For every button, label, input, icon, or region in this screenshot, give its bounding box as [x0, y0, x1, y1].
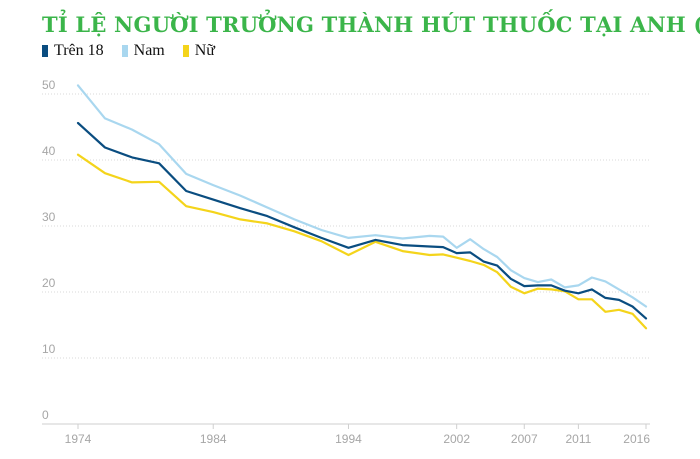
legend-label-nam: Nam [133, 42, 165, 59]
legend-label-nu: Nữ [194, 42, 215, 59]
x-tick-label: 1994 [335, 432, 362, 446]
legend-swatch-nam [121, 45, 128, 57]
y-tick-label: 40 [42, 144, 56, 158]
legend-swatch-nu [182, 45, 189, 57]
y-tick-label: 20 [42, 276, 56, 290]
series-line-0 [76, 121, 648, 320]
chart-title: TỈ LỆ NGƯỜI TRƯỞNG THÀNH HÚT THUỐC TẠI A… [42, 12, 700, 37]
y-tick-label: 50 [42, 78, 56, 92]
x-tick-label: 2007 [511, 432, 538, 446]
x-tick-label: 1984 [200, 432, 227, 446]
legend-swatch-tren-18 [42, 45, 48, 57]
legend-item-nam: Nam [121, 42, 165, 60]
y-tick-label: 10 [42, 342, 56, 356]
legend-label-tren-18: Trên 18 [54, 42, 104, 59]
series-line-2 [76, 153, 648, 330]
x-tick-label: 1974 [65, 432, 92, 446]
series-line-1 [76, 84, 648, 308]
y-tick-label: 0 [42, 408, 49, 422]
legend-item-nu: Nữ [182, 42, 215, 60]
legend-item-tren-18: Trên 18 [42, 42, 104, 60]
legend: Trên 18 Nam Nữ [42, 42, 215, 60]
x-tick-label: 2011 [565, 432, 591, 446]
y-tick-label: 30 [42, 210, 56, 224]
x-tick-label: 2016 [623, 432, 650, 446]
x-tick-label: 2002 [443, 432, 470, 446]
